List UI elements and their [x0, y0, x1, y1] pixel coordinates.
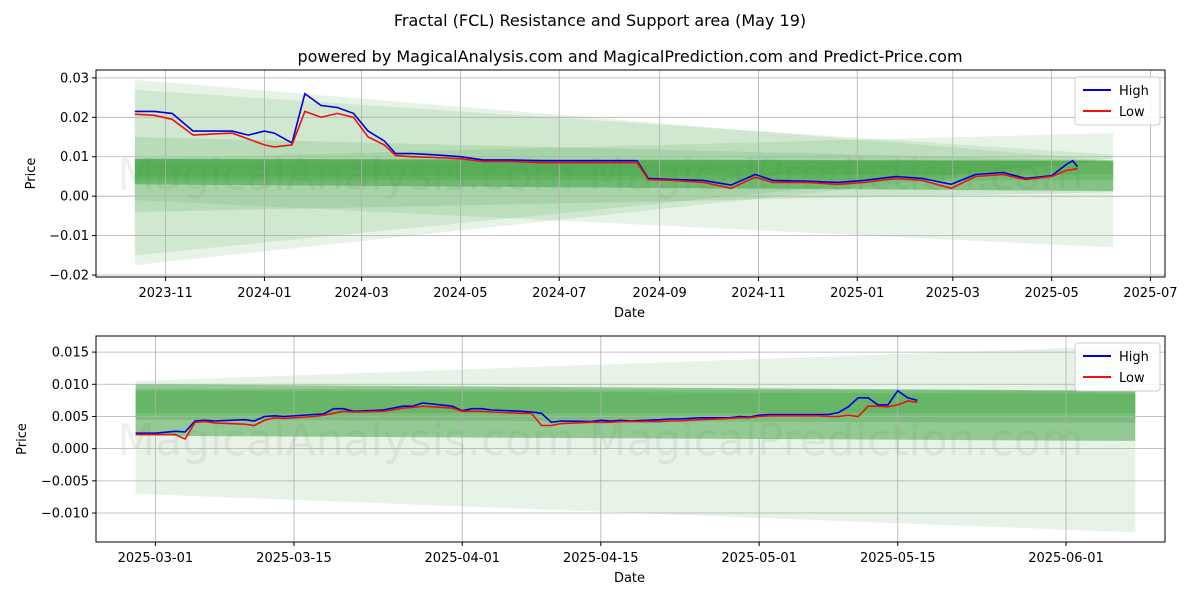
- x-tick-label: 2025-07: [1123, 286, 1177, 301]
- series-line-low: [134, 110, 1078, 190]
- watermark: MagicalPrediction.com: [589, 415, 1084, 466]
- y-tick-label: 0.01: [60, 150, 89, 165]
- band-area: [134, 158, 1114, 177]
- legend: High Low: [1074, 342, 1161, 392]
- series-line-high: [134, 92, 1079, 186]
- grid: [96, 336, 1165, 542]
- x-tick-label: 2024-05: [433, 286, 487, 301]
- y-tick-label: 0.010: [52, 378, 89, 393]
- x-tick-label: 2025-05-15: [860, 551, 936, 566]
- y-axis-label: Price: [15, 423, 30, 455]
- watermark: MagicalAnalysis.com: [117, 150, 575, 201]
- y-tick-label: 0.000: [52, 442, 89, 457]
- plot-frame: [95, 69, 1166, 278]
- y-tick-label: −0.005: [41, 474, 89, 489]
- grid: [96, 70, 1165, 277]
- x-tick-label: 2025-01: [830, 286, 884, 301]
- figure-suptitle: Fractal (FCL) Resistance and Support are…: [394, 11, 806, 30]
- band-area: [135, 384, 1136, 441]
- legend-label: Low: [1119, 371, 1145, 386]
- band-area: [134, 89, 1114, 256]
- series-line-low: [135, 400, 918, 441]
- y-axis-label: Price: [24, 158, 39, 190]
- x-tick-label: 2024-07: [532, 286, 586, 301]
- band-area: [135, 390, 1136, 414]
- x-axis-label: Date: [614, 571, 645, 586]
- y-tick-label: 0.00: [60, 190, 89, 205]
- y-tick-label: −0.010: [41, 507, 89, 522]
- band-area: [134, 137, 1114, 212]
- x-tick-label: 2025-04-01: [424, 551, 500, 566]
- chart-bottom: MagicalAnalysis.com MagicalPrediction.com…: [15, 335, 1166, 586]
- x-tick-label: 2025-05-01: [721, 551, 797, 566]
- x-tick-label: 2025-03-01: [118, 551, 194, 566]
- band-area: [134, 158, 1114, 192]
- support-resistance-bands: [134, 79, 1114, 266]
- y-tick-label: −0.01: [49, 229, 89, 244]
- x-tick-label: 2024-09: [632, 286, 686, 301]
- x-tick-label: 2025-06-01: [1028, 551, 1104, 566]
- band-area: [135, 345, 1136, 533]
- x-tick-label: 2025-03: [926, 286, 980, 301]
- legend-label: Low: [1119, 105, 1145, 120]
- chart-top: MagicalAnalysis.com MagicalPrediction.com…: [24, 69, 1178, 321]
- legend-label: High: [1119, 350, 1149, 365]
- band-area: [135, 388, 1136, 423]
- legend-label: High: [1119, 84, 1149, 99]
- plot-frame: [95, 335, 1166, 543]
- band-area: [134, 133, 1114, 248]
- x-tick-label: 2025-03-15: [256, 551, 332, 566]
- legend: High Low: [1074, 76, 1161, 126]
- x-tick-label: 2024-01: [237, 286, 291, 301]
- x-tick-label: 2023-11: [138, 286, 192, 301]
- x-tick-label: 2025-04-15: [563, 551, 639, 566]
- y-tick-label: −0.02: [49, 269, 89, 284]
- support-resistance-bands: [135, 345, 1136, 533]
- band-area: [134, 79, 1114, 266]
- band-area: [134, 160, 1114, 181]
- y-tick-label: 0.02: [60, 111, 89, 126]
- series-line-high: [135, 389, 918, 434]
- x-tick-label: 2025-05: [1024, 286, 1078, 301]
- x-tick-label: 2024-11: [731, 286, 785, 301]
- y-tick-label: 0.015: [52, 346, 89, 361]
- x-axis-label: Date: [614, 306, 645, 321]
- y-tick-label: 0.005: [52, 410, 89, 425]
- figure-subtitle: powered by MagicalAnalysis.com and Magic…: [297, 47, 962, 66]
- y-tick-label: 0.03: [60, 71, 89, 86]
- x-tick-label: 2024-03: [334, 286, 388, 301]
